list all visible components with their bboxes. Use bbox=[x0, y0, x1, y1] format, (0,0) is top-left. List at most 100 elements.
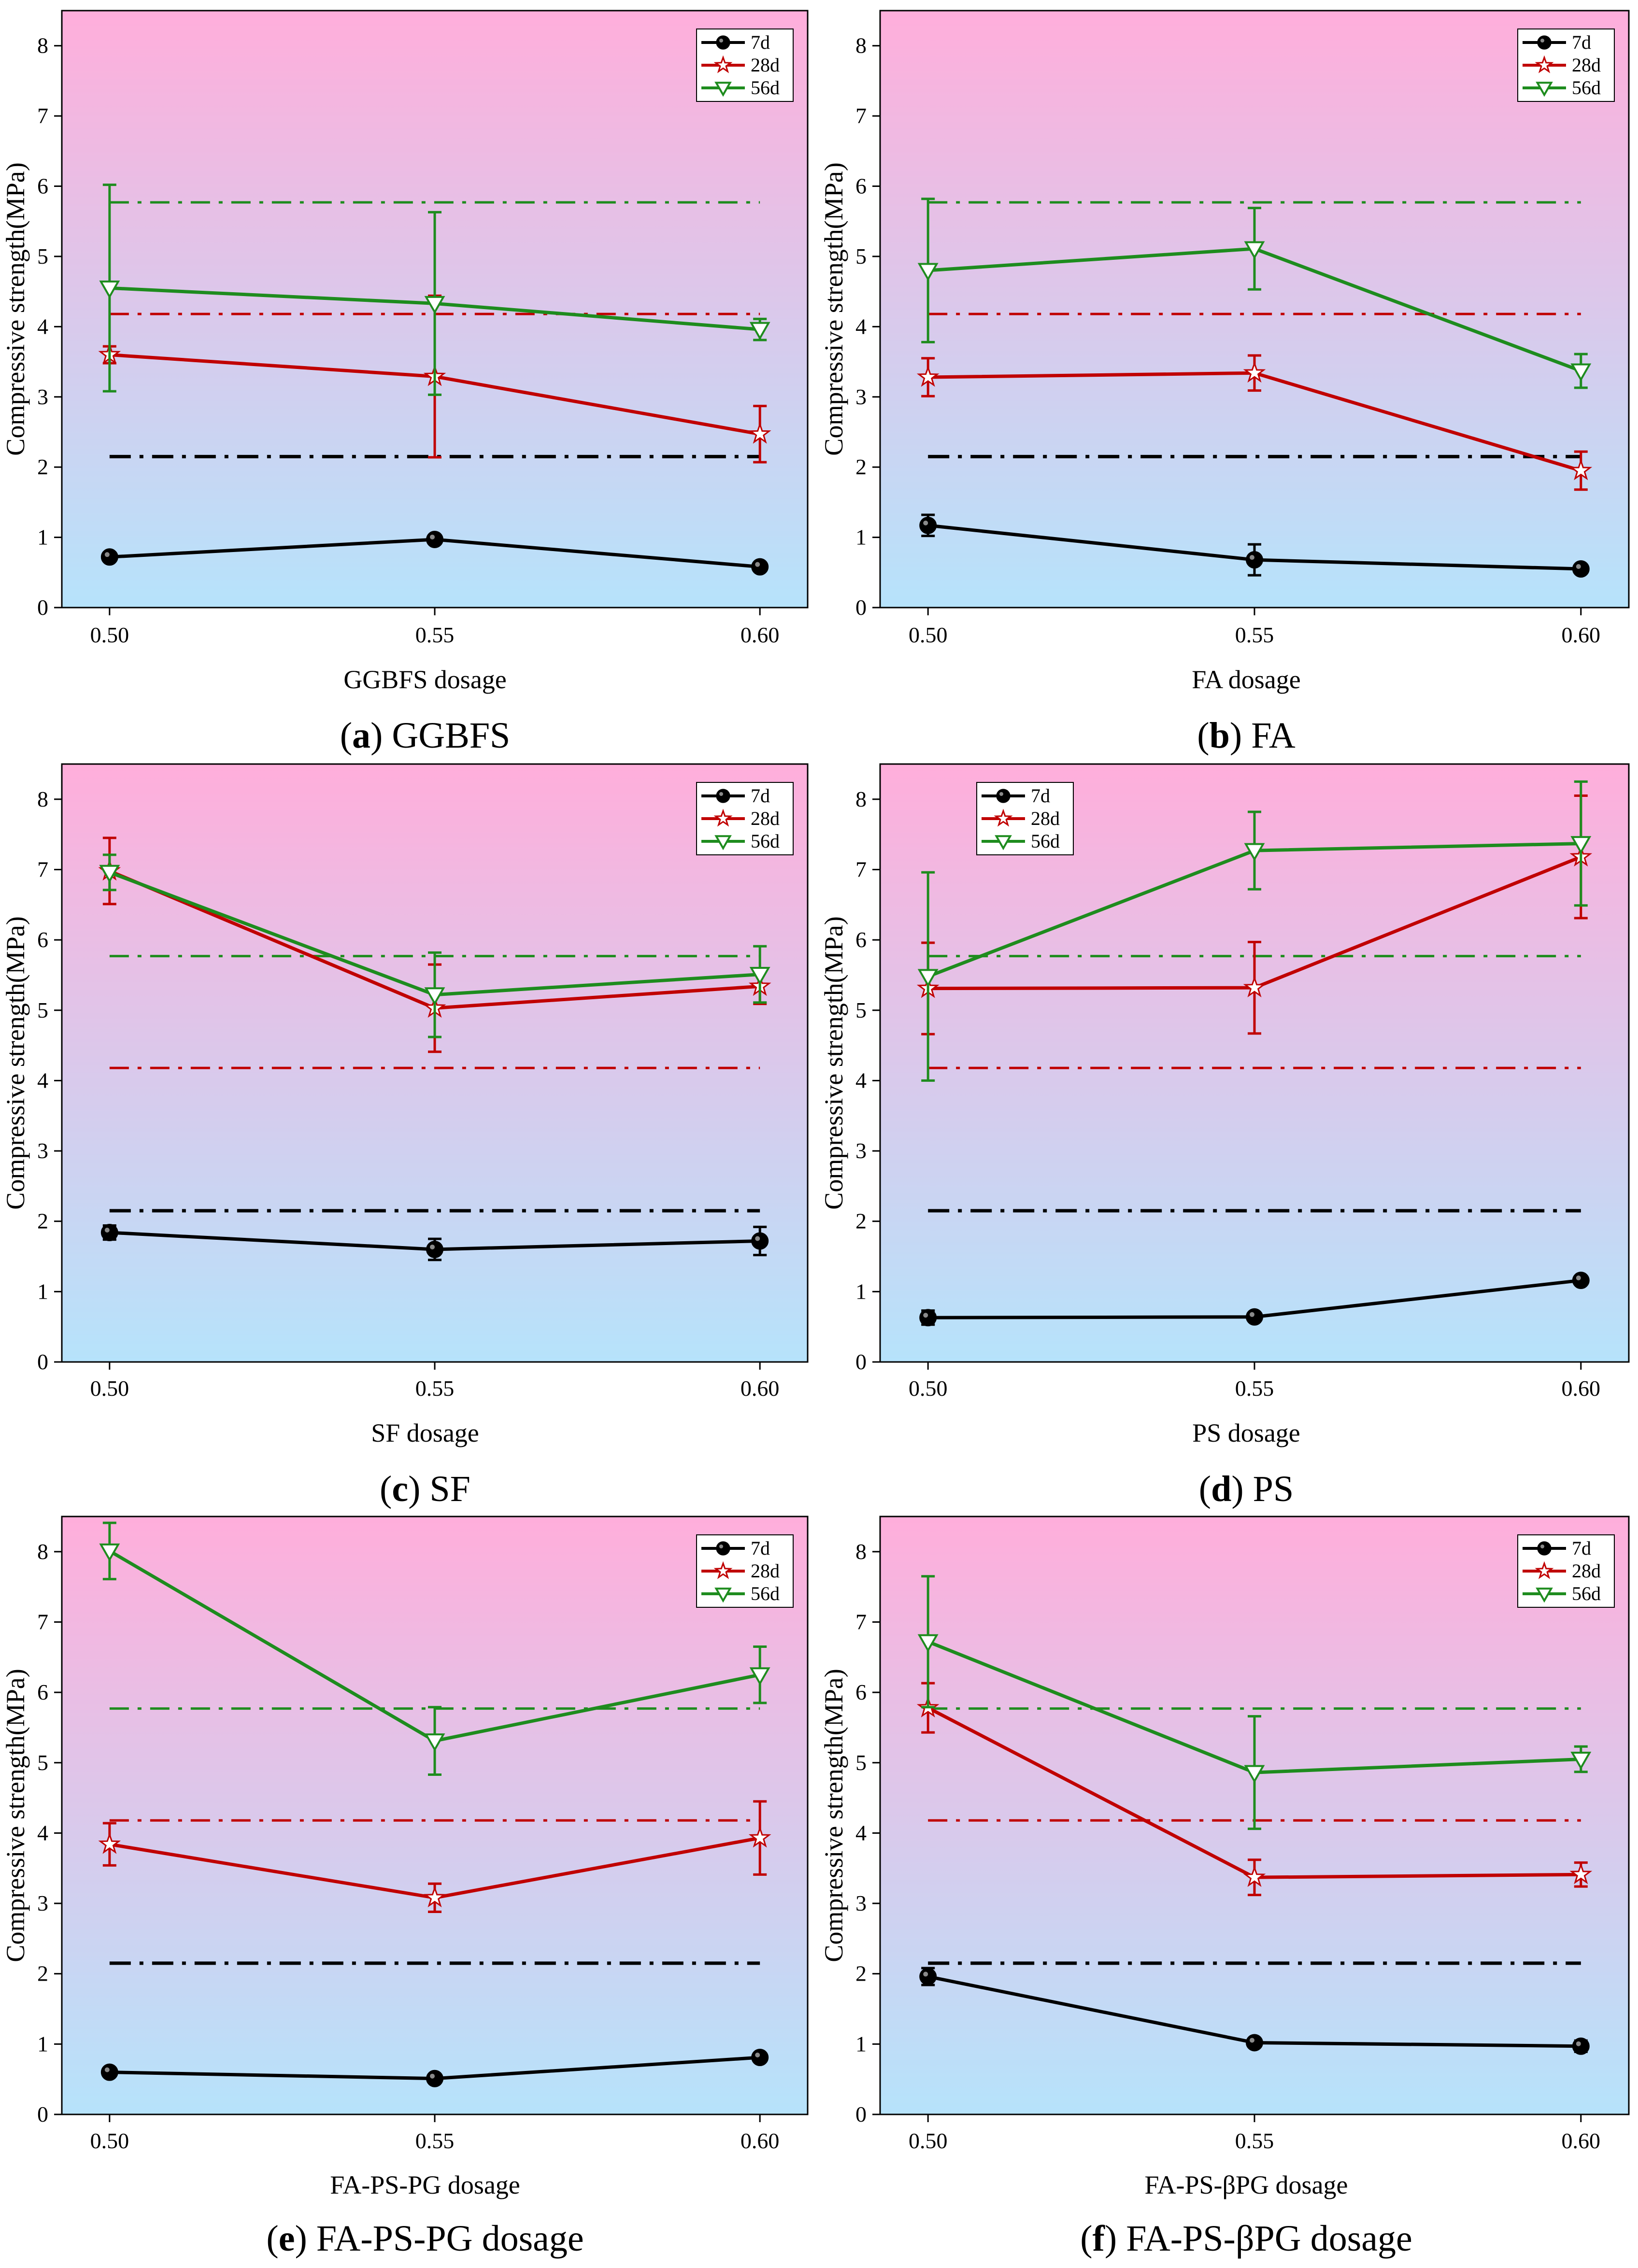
series-7d bbox=[919, 1967, 1590, 2055]
x-tick-label: 0.55 bbox=[1235, 2128, 1274, 2153]
data-point bbox=[424, 1733, 445, 1752]
chart-panel-c: 0 1 2 3 4 5 6 7 8 0.50 0.55 0.60 SF dosage Compressiv… bbox=[1, 763, 809, 1509]
x-tick-label: 0.55 bbox=[415, 2128, 455, 2153]
legend-label-28d: 28d bbox=[1031, 808, 1060, 829]
panel-caption: (e) FA-PS-PG dosage bbox=[266, 2218, 584, 2259]
y-tick-label: 4 bbox=[855, 314, 867, 339]
data-point bbox=[1246, 1308, 1263, 1326]
y-tick-label: 7 bbox=[37, 1609, 48, 1634]
data-point bbox=[749, 322, 770, 340]
y-tick-label: 5 bbox=[37, 244, 48, 269]
x-tick-label: 0.55 bbox=[415, 623, 455, 647]
data-point bbox=[748, 1826, 771, 1848]
y-tick-label: 8 bbox=[37, 787, 48, 811]
data-point bbox=[917, 263, 939, 282]
legend-marker bbox=[995, 835, 1012, 850]
data-point-highlight bbox=[1576, 2041, 1581, 2046]
y-tick-label: 4 bbox=[855, 1068, 867, 1092]
caption-close-paren: ) bbox=[408, 1469, 429, 1509]
data-point bbox=[1570, 363, 1592, 382]
y-tick-label: 3 bbox=[855, 1138, 867, 1163]
y-tick-label: 6 bbox=[37, 174, 48, 198]
data-point bbox=[98, 1832, 121, 1854]
legend-marker-highlight bbox=[999, 792, 1003, 796]
x-tick-label: 0.50 bbox=[909, 623, 948, 647]
y-tick-label: 0 bbox=[37, 2102, 48, 2126]
data-point bbox=[99, 1543, 120, 1562]
x-axis-label: FA-PS-PG dosage bbox=[330, 2170, 520, 2199]
data-point-highlight bbox=[104, 552, 110, 557]
legend-marker bbox=[1536, 1588, 1553, 1603]
y-tick-label: 8 bbox=[855, 33, 867, 58]
data-point-highlight bbox=[1576, 564, 1581, 569]
legend-marker bbox=[1535, 1561, 1554, 1579]
x-tick-label: 0.60 bbox=[741, 623, 780, 647]
data-point bbox=[751, 558, 769, 576]
data-point bbox=[1569, 458, 1593, 481]
legend-marker bbox=[1536, 82, 1553, 97]
legend-label-28d: 28d bbox=[1572, 1560, 1601, 1582]
data-point bbox=[1244, 241, 1265, 259]
y-tick-label: 5 bbox=[855, 244, 867, 269]
legend-marker-highlight bbox=[719, 1545, 723, 1548]
y-tick-label: 1 bbox=[855, 1279, 867, 1304]
data-point bbox=[1570, 1751, 1592, 1770]
x-axis-label: SF dosage bbox=[371, 1418, 479, 1447]
legend-marker-highlight bbox=[1540, 39, 1544, 43]
series-7d bbox=[919, 1272, 1590, 1327]
data-point-highlight bbox=[923, 1313, 928, 1318]
data-point bbox=[748, 422, 771, 444]
y-tick-label: 7 bbox=[855, 857, 867, 881]
data-point bbox=[1572, 1272, 1590, 1290]
caption-text: FA-PS-βPG dosage bbox=[1126, 2218, 1412, 2259]
y-tick-label: 4 bbox=[855, 1820, 867, 1845]
series-56d bbox=[917, 198, 1592, 389]
legend-label-56d: 56d bbox=[1572, 77, 1601, 99]
legend-marker bbox=[716, 35, 730, 50]
caption-close-paren: ) bbox=[370, 715, 392, 756]
data-point bbox=[426, 2070, 443, 2087]
legend-marker bbox=[1537, 1541, 1552, 1556]
plot-background bbox=[62, 1517, 808, 2114]
x-tick-label: 0.55 bbox=[1235, 1376, 1274, 1401]
caption-close-paren: ) bbox=[1231, 1469, 1253, 1509]
y-tick-label: 3 bbox=[855, 384, 867, 409]
x-axis-label: GGBFS dosage bbox=[343, 665, 507, 694]
y-tick-label: 5 bbox=[37, 998, 48, 1022]
y-axis-label: Compressive strength(MPa) bbox=[1, 162, 30, 455]
data-point bbox=[424, 296, 445, 314]
y-tick-label: 0 bbox=[855, 2102, 867, 2126]
series-56d bbox=[99, 1521, 770, 1776]
chart-panel-d: 0 1 2 3 4 5 6 7 8 0.50 0.55 0.60 PS dosage Compressiv… bbox=[819, 763, 1630, 1509]
x-tick-label: 0.55 bbox=[1235, 623, 1274, 647]
legend-marker bbox=[713, 808, 733, 827]
y-tick-label: 7 bbox=[855, 103, 867, 128]
legend-label-56d: 56d bbox=[751, 830, 780, 852]
y-tick-label: 7 bbox=[855, 1609, 867, 1634]
caption-open-paren: ( bbox=[380, 1469, 392, 1509]
data-point-highlight bbox=[923, 520, 928, 525]
panel-caption: (f) FA-PS-βPG dosage bbox=[1080, 2218, 1412, 2259]
series-7d bbox=[100, 530, 769, 576]
legend-label-7d: 7d bbox=[751, 785, 770, 807]
data-point bbox=[919, 516, 937, 534]
x-tick-label: 0.50 bbox=[909, 1376, 948, 1401]
x-tick-label: 0.55 bbox=[415, 1376, 455, 1401]
x-tick-label: 0.60 bbox=[741, 1376, 780, 1401]
data-point bbox=[751, 2049, 769, 2067]
caption-text: PS bbox=[1253, 1469, 1294, 1509]
data-point bbox=[426, 1240, 443, 1258]
data-point-highlight bbox=[430, 1244, 435, 1249]
y-tick-label: 4 bbox=[37, 1068, 48, 1092]
series-7d bbox=[100, 2049, 769, 2087]
caption-open-paren: ( bbox=[1080, 2218, 1092, 2259]
data-point bbox=[1246, 2034, 1263, 2052]
y-tick-label: 5 bbox=[855, 998, 867, 1022]
y-tick-label: 6 bbox=[855, 927, 867, 952]
y-tick-label: 2 bbox=[855, 1961, 867, 1986]
legend-marker bbox=[714, 1588, 732, 1603]
